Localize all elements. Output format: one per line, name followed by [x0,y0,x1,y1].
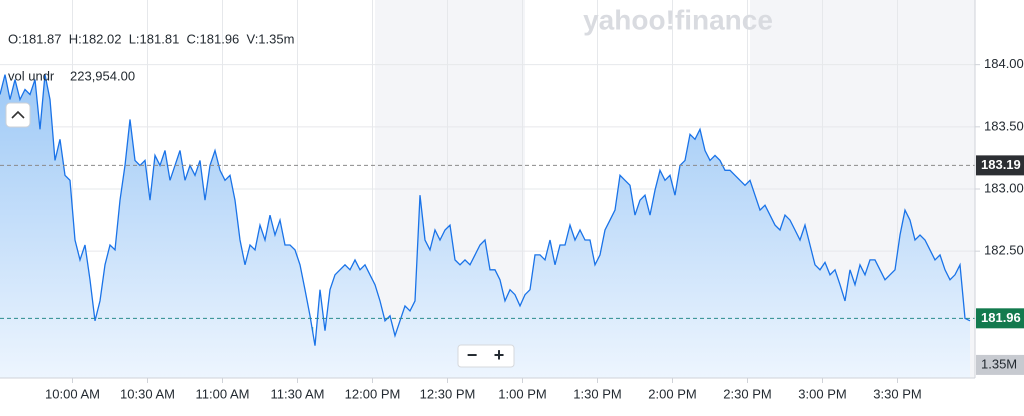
watermark: yahoo!finance [583,4,773,35]
price-tag-label: 183.19 [981,157,1021,172]
x-tick-label: 11:30 AM [271,386,325,401]
price-area [0,74,970,378]
y-tick-label: 182.50 [984,243,1024,258]
study-value: 223,954.00 [70,68,135,83]
collapse-button[interactable] [5,102,31,128]
ohlc-label: O:181.87 H:182.02 L:181.81 C:181.96 V:1.… [8,31,294,46]
volume-tag-label: 1.35M [981,356,1017,371]
x-tick-label: 2:30 PM [723,386,771,401]
x-tick-label: 10:00 AM [45,386,100,401]
volume-tag [976,354,1024,375]
x-tick-label: 2:00 PM [648,386,696,401]
x-tick-label: 12:00 PM [345,386,401,401]
price-tag [976,155,1024,176]
y-tick-label: 183.50 [984,118,1024,133]
x-tick-label: 3:30 PM [873,386,921,401]
price-tag [976,308,1024,329]
y-tick-label: 184.00 [984,56,1024,71]
x-tick-label: 12:30 PM [420,386,476,401]
zoom-in[interactable]: + [494,345,505,365]
zoom-out[interactable]: − [467,345,478,365]
x-tick-label: 1:30 PM [573,386,621,401]
y-tick-label: 183.00 [984,180,1024,195]
price-tag-label: 181.96 [981,310,1021,325]
x-tick-label: 11:00 AM [196,386,250,401]
study-name: vol undr [8,68,55,83]
x-tick-label: 1:00 PM [498,386,546,401]
x-tick-label: 10:30 AM [120,386,175,401]
x-tick-label: 3:00 PM [798,386,846,401]
price-line [0,74,971,346]
zoom-panel [457,344,515,368]
